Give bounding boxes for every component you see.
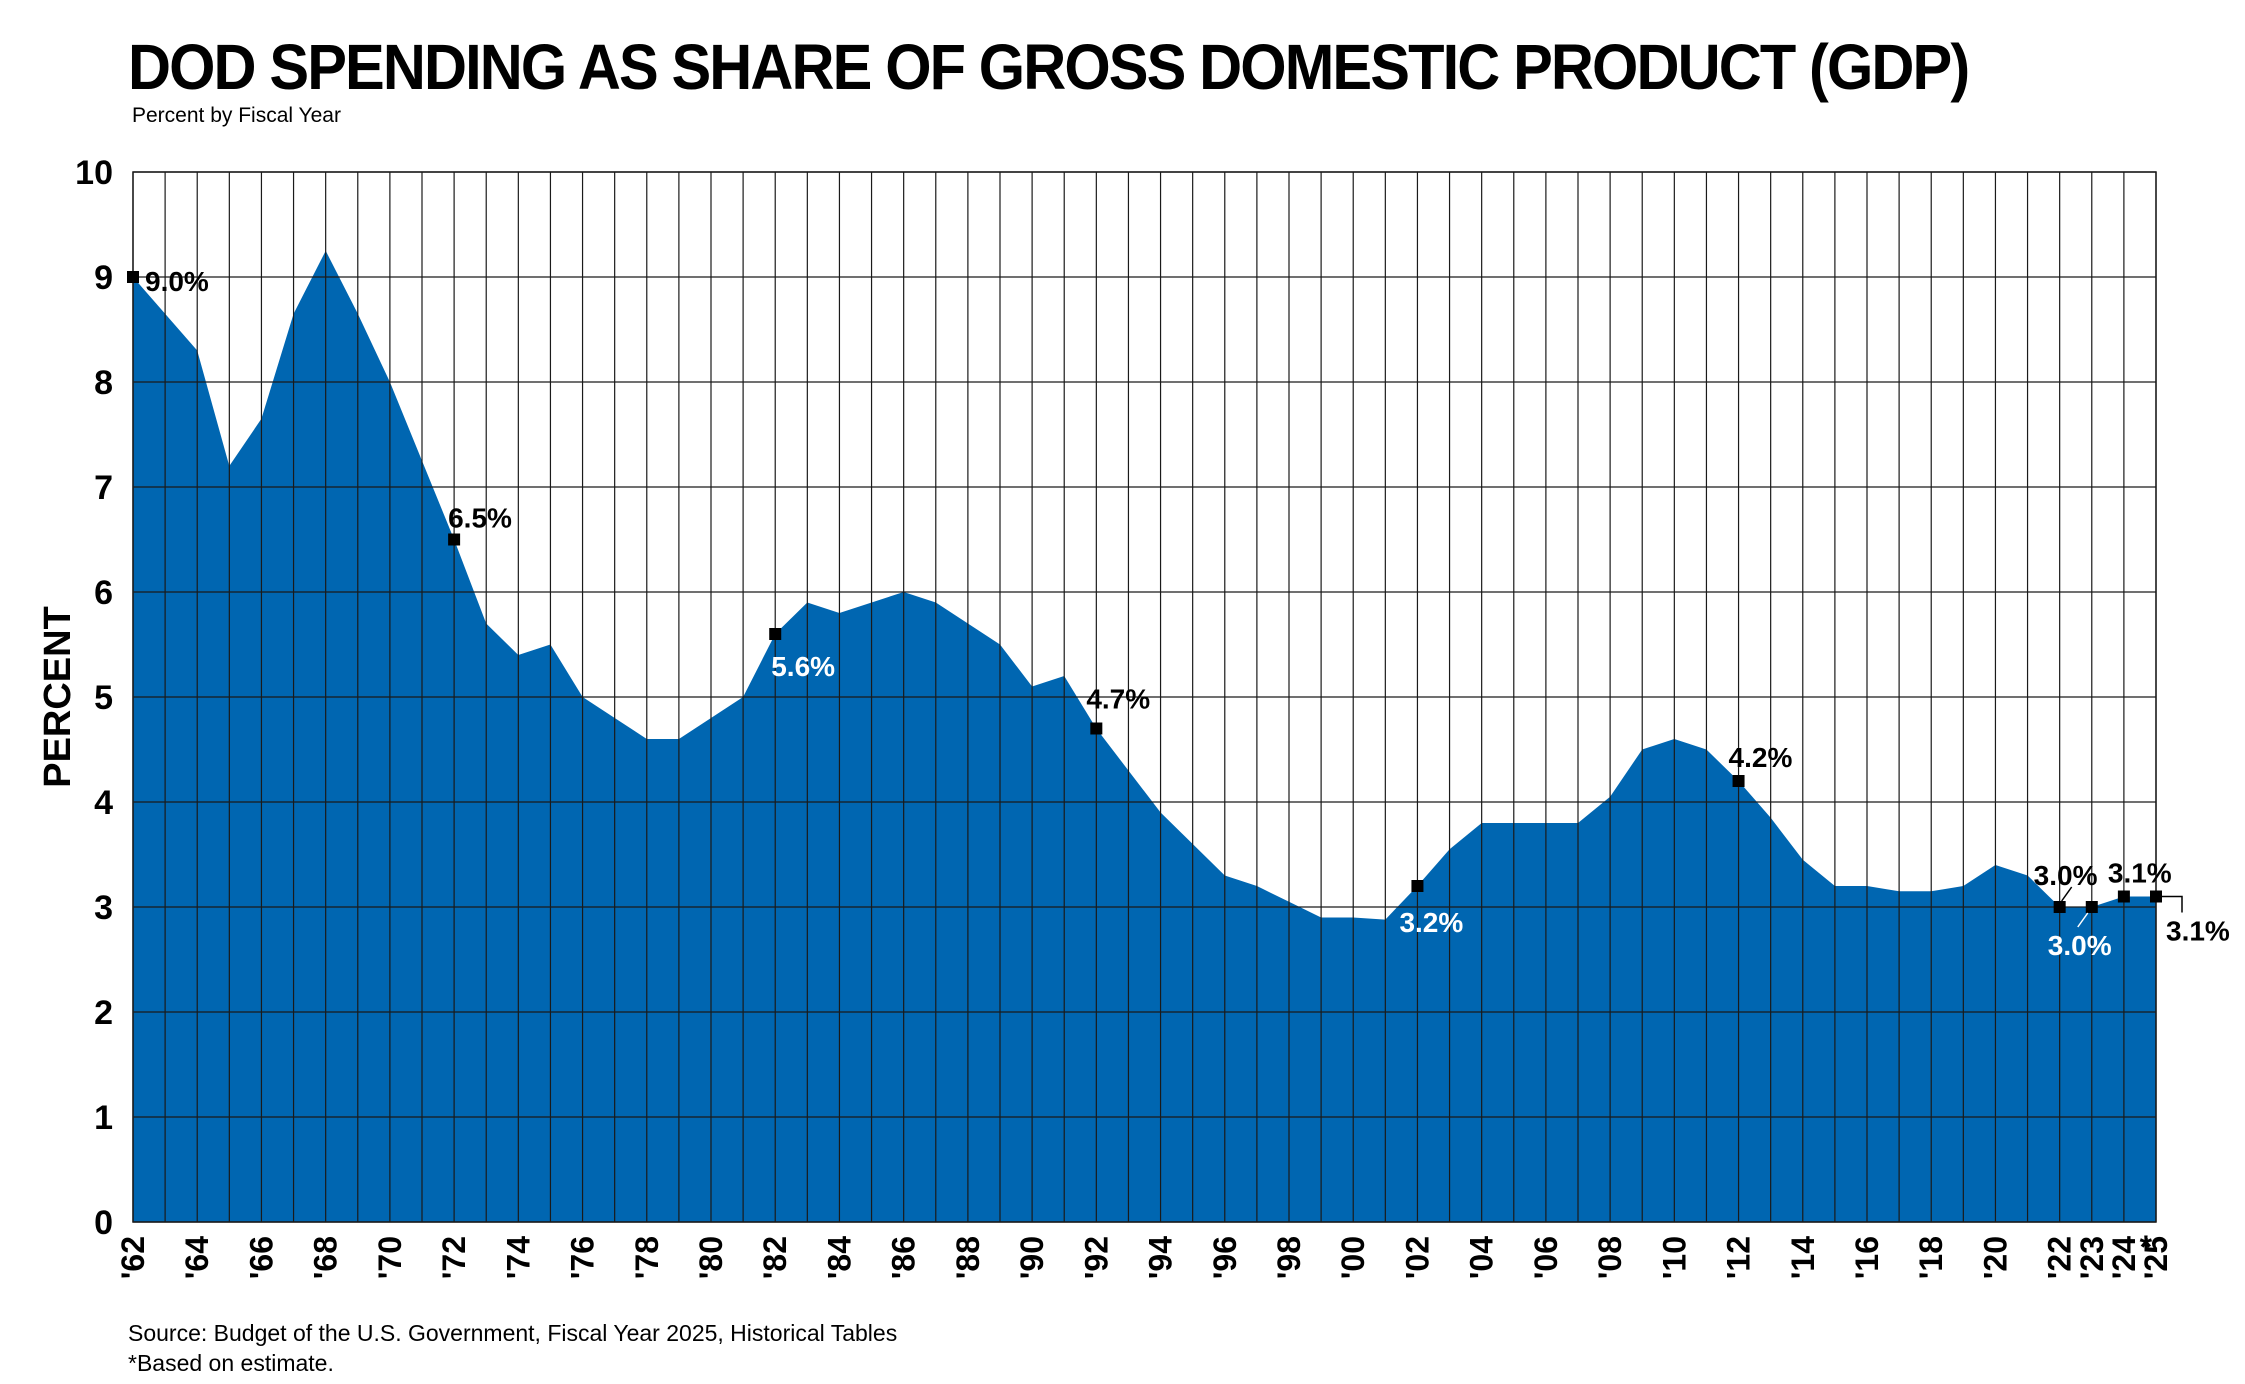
y-axis-label: PERCENT — [37, 606, 79, 788]
x-tick-label: '80 — [693, 1236, 729, 1279]
x-tick-label: '94 — [1143, 1236, 1179, 1279]
leader-line — [2061, 886, 2073, 902]
data-label: 6.5% — [448, 503, 512, 534]
x-tick-label: '06 — [1528, 1236, 1564, 1279]
data-label: 5.6% — [771, 651, 835, 682]
x-tick-label: '96 — [1207, 1236, 1243, 1279]
label-layer: 9.0% 6.5% 5.6% 4.7% 3.2% 4.2% 3.0% 3.0% 3.1% 3.1% — [145, 266, 2230, 961]
x-tick-label: '92 — [1078, 1236, 1114, 1279]
x-tick-label: '74 — [500, 1236, 536, 1279]
data-label: 3.1% — [2108, 858, 2172, 889]
dod-gdp-area-chart: 0 1 2 3 4 5 6 7 8 9 10 PERCENT '62 '64 '66 '68 '70 '72 '74… — [37, 154, 2230, 1279]
data-label: 3.0% — [2048, 930, 2112, 961]
y-tick-label: 0 — [94, 1204, 113, 1242]
x-tick-label: '04 — [1464, 1236, 1500, 1279]
x-tick-label: '98 — [1271, 1236, 1307, 1279]
data-label: 4.2% — [1729, 742, 1793, 773]
data-point-marker — [769, 628, 782, 640]
x-tick-label: '62 — [115, 1236, 151, 1279]
x-tick-label: '18 — [1913, 1236, 1949, 1279]
data-point-marker — [2053, 901, 2066, 913]
x-tick-label: '70 — [372, 1236, 408, 1279]
plot-border — [132, 171, 2157, 1223]
data-point-marker — [1732, 775, 1745, 787]
source-note: Source: Budget of the U.S. Government, F… — [128, 1320, 898, 1346]
x-tick-label: '76 — [565, 1236, 601, 1279]
y-tick-label: 3 — [94, 889, 113, 927]
leader-line — [2077, 912, 2089, 928]
y-tick-label: 6 — [94, 574, 113, 612]
x-tick-label: '20 — [1977, 1236, 2013, 1279]
data-label: 3.2% — [1399, 907, 1463, 938]
y-tick-label: 2 — [94, 994, 113, 1032]
data-point-marker — [1090, 722, 1103, 735]
data-label: 3.0% — [2034, 860, 2098, 891]
grid-layer — [132, 171, 2157, 1223]
y-tick-label: 10 — [75, 154, 113, 192]
x-tick-label: '86 — [886, 1236, 922, 1279]
data-label: 9.0% — [145, 266, 209, 297]
x-tick-label: '23 — [2074, 1236, 2110, 1279]
x-tick-label: '12 — [1721, 1236, 1757, 1279]
data-point-marker — [127, 271, 139, 283]
x-tick-label: '88 — [950, 1236, 986, 1279]
x-tick-label: '78 — [629, 1236, 665, 1279]
x-tick-label: '22 — [2042, 1236, 2078, 1279]
x-tick-label: '64 — [179, 1236, 215, 1279]
chart-subtitle: Percent by Fiscal Year — [132, 104, 341, 127]
chart-title: DOD SPENDING AS SHARE OF GROSS DOMESTIC … — [128, 31, 1970, 103]
x-tick-label: '24 — [2106, 1236, 2142, 1279]
data-point-marker — [2117, 890, 2130, 903]
data-label: 4.7% — [1086, 684, 1150, 715]
x-tick-label: '00 — [1335, 1236, 1371, 1279]
x-tick-label: '14 — [1785, 1236, 1821, 1279]
data-point-marker — [448, 533, 461, 546]
y-tick-label: 7 — [94, 469, 113, 507]
marker-layer — [127, 271, 2162, 913]
x-tick-label: '72 — [436, 1236, 472, 1279]
x-tick-label: '66 — [243, 1236, 279, 1279]
estimate-footnote: *Based on estimate. — [128, 1350, 334, 1376]
estimate-asterisk: * — [2140, 1229, 2153, 1265]
y-tick-label: 4 — [94, 784, 113, 822]
area-layer — [133, 250, 2156, 1223]
x-tick-label: '02 — [1399, 1236, 1435, 1279]
x-tick-label: '90 — [1014, 1236, 1050, 1279]
y-tick-label: 5 — [94, 679, 113, 717]
y-tick-label: 8 — [94, 364, 113, 402]
x-tick-label: '82 — [757, 1236, 793, 1279]
x-tick-label: '10 — [1656, 1236, 1692, 1279]
x-tick-label: '68 — [308, 1236, 344, 1279]
y-tick-label: 9 — [94, 259, 113, 297]
axis-layer: 0 1 2 3 4 5 6 7 8 9 10 PERCENT '62 '64 '66 '68 '70 '72 '74… — [37, 154, 2174, 1279]
x-tick-label: '16 — [1849, 1236, 1885, 1279]
x-tick-label: '08 — [1592, 1236, 1628, 1279]
x-tick-label: '25 — [2138, 1236, 2174, 1279]
data-point-marker — [1411, 880, 1424, 892]
area-series — [133, 250, 2156, 1223]
leader-line — [2156, 895, 2183, 913]
x-tick-label: '84 — [821, 1236, 857, 1279]
y-tick-label: 1 — [94, 1099, 113, 1137]
data-point-marker — [2085, 901, 2098, 913]
data-label: 3.1% — [2166, 916, 2230, 947]
